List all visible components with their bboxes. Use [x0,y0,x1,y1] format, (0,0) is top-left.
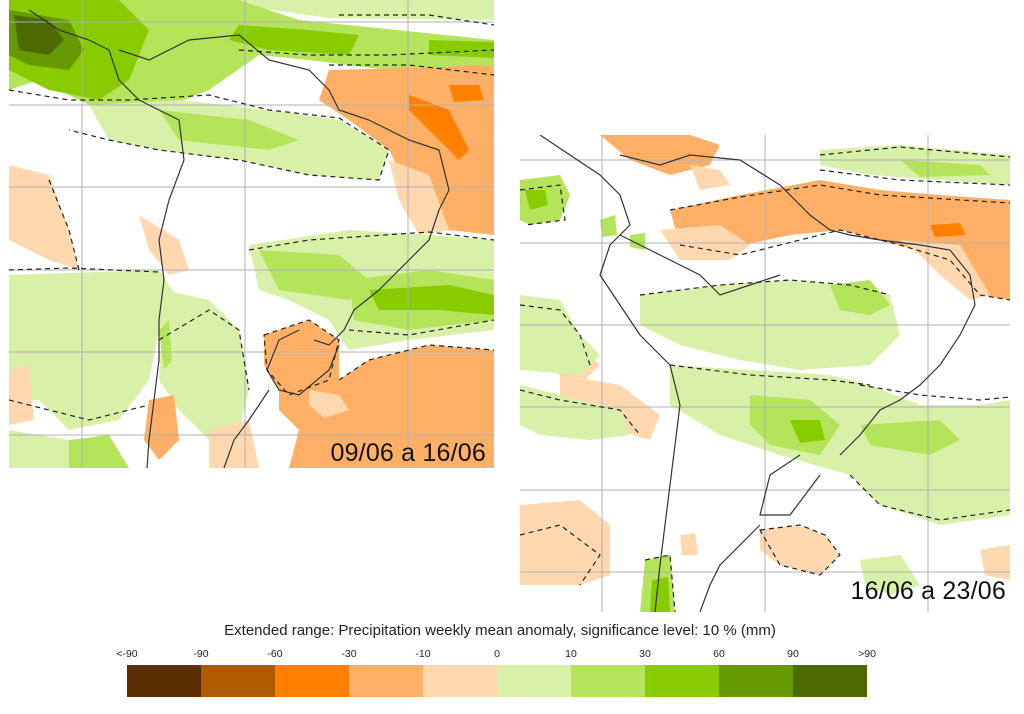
legend-tick: -10 [415,648,431,660]
legend-swatch [201,665,275,697]
legend-ticks: <-90 -90 -60 -30 -10 0 10 30 60 90 >90 [110,648,890,662]
map-panel-week1: 09/06 a 16/06 [9,0,494,468]
legend-tick: 90 [787,648,799,660]
legend-swatch [423,665,497,697]
legend-tick: -90 [193,648,209,660]
legend-tick: -60 [267,648,283,660]
legend-swatch [645,665,719,697]
map-panel-week2: 16/06 a 23/06 [520,135,1010,612]
legend-swatch [275,665,349,697]
legend-tick: -30 [341,648,357,660]
legend-tick: 10 [565,648,577,660]
legend-title: Extended range: Precipitation weekly mea… [224,622,776,639]
legend-tick: 0 [494,648,500,660]
legend-swatch [719,665,793,697]
legend-swatch [571,665,645,697]
legend-tick: 30 [639,648,651,660]
legend-swatch [127,665,201,697]
precip-anomaly-map [520,135,1010,612]
legend-swatch [793,665,867,697]
legend-swatch [349,665,423,697]
legend-tick: <-90 [116,648,138,660]
period-label: 16/06 a 23/06 [850,577,1006,605]
precip-anomaly-map [9,0,494,468]
period-label: 09/06 a 16/06 [330,439,486,467]
legend-tick: 60 [713,648,725,660]
legend-swatch [497,665,571,697]
legend-color-bar [127,665,867,697]
color-legend: Extended range: Precipitation weekly mea… [110,618,890,708]
legend-tick: >90 [858,648,876,660]
